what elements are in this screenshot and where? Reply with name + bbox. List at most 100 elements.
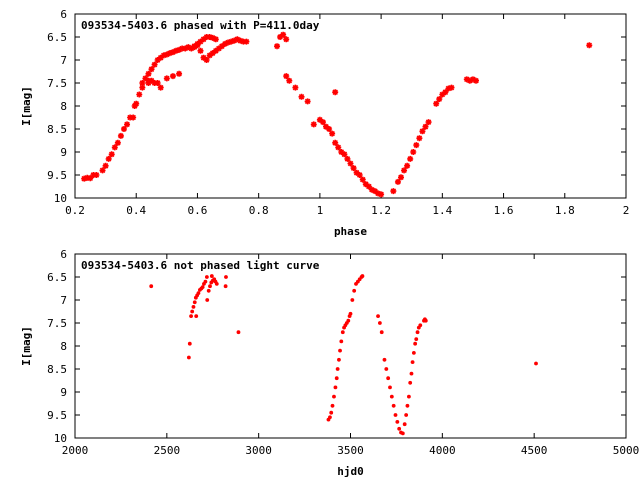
x-tick-label: 2 (623, 204, 630, 217)
data-point (243, 38, 250, 45)
data-point (203, 279, 208, 284)
x-axis-label: phase (334, 225, 367, 238)
data-point (154, 57, 161, 63)
data-point (208, 284, 212, 289)
data-point (277, 34, 284, 40)
data-point (413, 341, 418, 346)
data-point (237, 37, 244, 44)
data-point (330, 403, 335, 408)
data-point (200, 36, 207, 43)
y-tick-label: 8.5 (47, 123, 67, 136)
data-point (418, 323, 423, 328)
data-point (148, 66, 155, 73)
data-point (191, 44, 198, 51)
y-tick-label: 8.5 (47, 363, 67, 376)
data-point (130, 114, 137, 121)
data-point (352, 288, 357, 293)
data-point (377, 321, 382, 325)
data-point (395, 420, 400, 424)
x-tick-label: 2000 (62, 444, 89, 457)
data-point (341, 151, 348, 158)
data-point (379, 330, 384, 335)
data-point (376, 314, 380, 318)
x-tick-label: 0.4 (126, 204, 146, 217)
data-point (347, 160, 354, 167)
data-point (286, 77, 293, 84)
plot-frame (74, 253, 627, 439)
data-point (419, 128, 426, 135)
data-point (139, 80, 146, 86)
data-point (133, 100, 140, 107)
data-point (402, 422, 407, 427)
data-points (149, 274, 538, 436)
data-point (338, 348, 342, 353)
data-point (408, 380, 413, 385)
data-point (384, 367, 389, 371)
x-tick-label: 2500 (154, 444, 181, 457)
data-point (416, 135, 423, 142)
data-point (375, 190, 382, 197)
x-tick-label: 0.6 (188, 204, 208, 217)
data-point (102, 162, 109, 169)
data-point (194, 314, 199, 318)
data-point (310, 121, 317, 128)
data-point (196, 291, 201, 295)
data-point (397, 426, 402, 431)
data-point (329, 410, 334, 415)
data-point (236, 330, 241, 335)
data-point (436, 96, 443, 103)
data-point (473, 77, 480, 84)
data-point (209, 34, 216, 41)
unphased-light-curve-panel: 2000 2500 3000 3500 4000 4500 5000 6 6.5 7 7.5 8 8.5… (20, 248, 639, 478)
data-point (439, 91, 446, 98)
data-point (334, 376, 339, 381)
data-point (316, 116, 323, 123)
data-point (389, 394, 394, 399)
data-point (215, 45, 222, 52)
data-point (197, 38, 204, 45)
x-tick-label: 0.2 (65, 204, 85, 217)
data-point (414, 337, 419, 341)
tick-marks: 2000 2500 3000 3500 4000 4500 5000 6 6.5 7 7.5 8 8.5… (47, 248, 639, 457)
data-point (99, 167, 106, 174)
data-point (534, 361, 538, 366)
data-point (212, 36, 219, 43)
data-point (187, 341, 192, 346)
data-point (337, 357, 341, 362)
data-point (333, 385, 338, 390)
data-point (169, 49, 176, 56)
data-point (209, 274, 214, 278)
data-point (117, 132, 124, 139)
data-point (448, 84, 455, 91)
data-point (84, 174, 91, 181)
y-tick-label: 6.5 (47, 31, 67, 44)
data-point (382, 357, 387, 362)
data-point (127, 114, 134, 121)
y-tick-label: 10 (54, 192, 67, 205)
data-point (149, 284, 154, 289)
x-tick-label: 4000 (429, 444, 456, 457)
data-point (200, 54, 207, 61)
plot-frame (74, 13, 627, 199)
data-point (188, 45, 195, 52)
data-point (323, 123, 330, 130)
data-point (166, 50, 173, 57)
y-axis-label: I[mag] (20, 86, 33, 126)
x-tick-label: 3000 (245, 444, 272, 457)
data-point (176, 46, 183, 53)
data-point (407, 394, 411, 399)
data-point (298, 93, 305, 100)
data-point (415, 330, 420, 335)
data-point (390, 188, 397, 195)
data-point (371, 188, 378, 195)
data-point (401, 167, 408, 174)
y-tick-label: 6.5 (47, 271, 67, 284)
data-point (283, 36, 290, 43)
data-point (176, 70, 183, 77)
data-point (231, 37, 238, 44)
data-point (148, 77, 155, 84)
data-point (404, 162, 411, 169)
data-point (221, 40, 228, 47)
data-point (111, 144, 118, 151)
